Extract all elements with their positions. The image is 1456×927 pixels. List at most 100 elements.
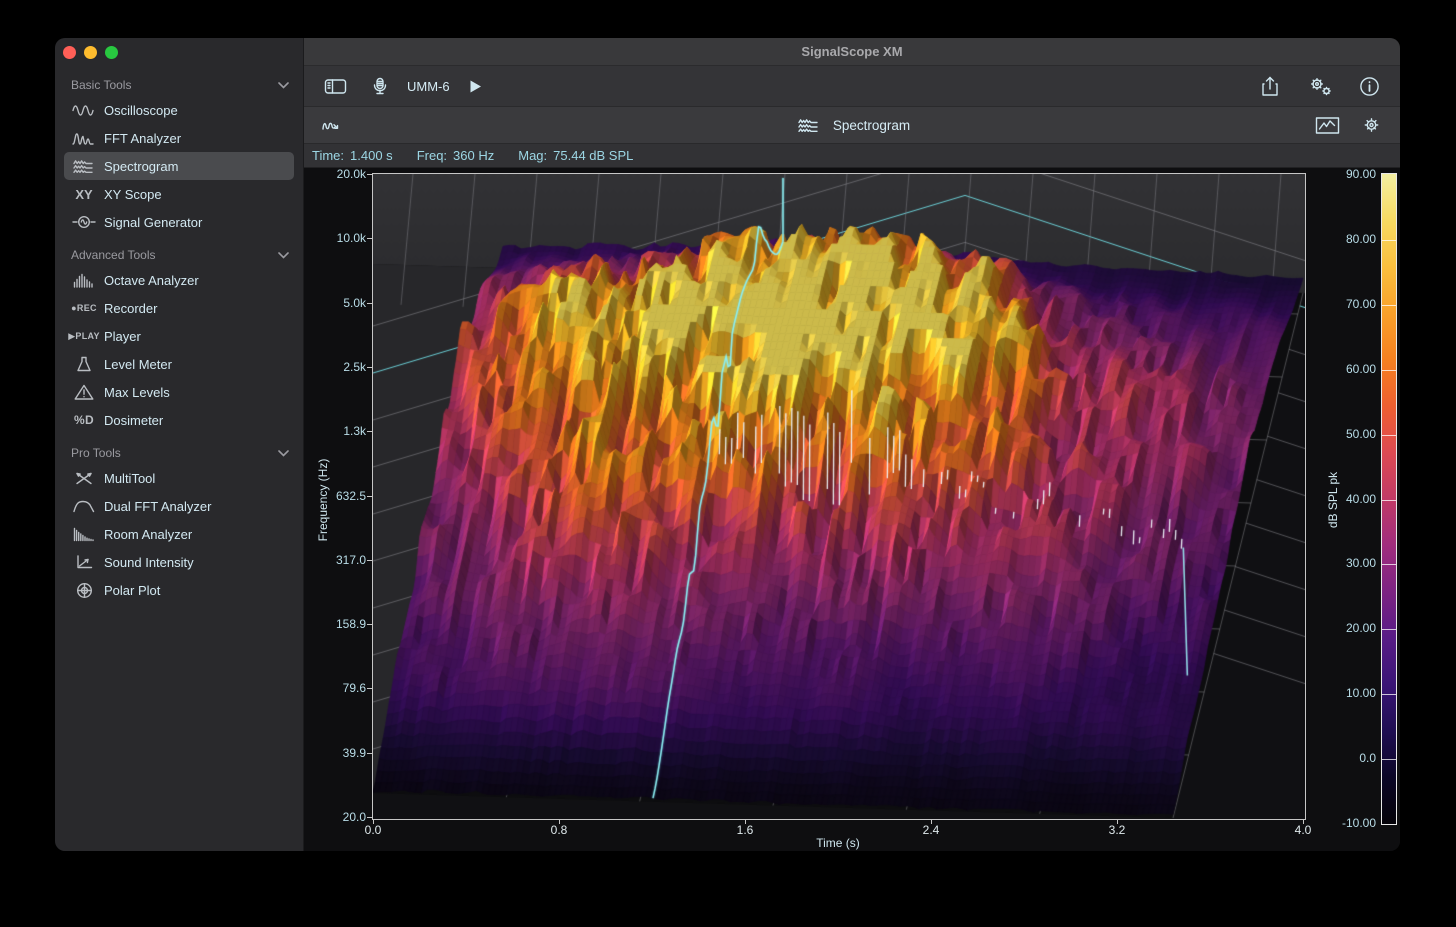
freq-tick-label: 10.0k [304,231,366,245]
colorbar-tick-label: 60.00 [1306,362,1376,376]
freq-tick-label: 2.5k [304,360,366,374]
multitool-icon [64,471,104,486]
sidebar-item-label: XY Scope [104,187,162,202]
colorbar-tick-label: -10.00 [1306,816,1376,830]
sidebar-item-multitool[interactable]: MultiTool [64,464,294,492]
sidebar-item-label: Spectrogram [104,159,178,174]
sidebar-item-label: Signal Generator [104,215,202,230]
octave-analyzer-icon [64,273,104,288]
sidebar-item-label: Recorder [104,301,157,316]
sidebar-section-label: Basic Tools [71,78,131,92]
readout-label: Mag: [518,148,547,163]
colorbar-tick-label: 80.00 [1306,232,1376,246]
info-icon[interactable] [1355,72,1384,101]
time-tick-label: 3.2 [1093,823,1141,837]
sidebar-item-spectrogram[interactable]: Spectrogram [64,152,294,180]
plot-frame [372,173,1306,820]
sidebar-item-label: Player [104,329,141,344]
sidebar-item-sound-intensity[interactable]: Sound Intensity [64,548,294,576]
settings-gears-icon[interactable] [1303,72,1337,101]
sidebar-item-fft-analyzer[interactable]: FFT Analyzer [64,124,294,152]
sidebar-item-dosimeter[interactable]: %DDosimeter [64,406,294,434]
sidebar-section-label: Advanced Tools [71,248,156,262]
sidebar-item-signal-generator[interactable]: Signal Generator [64,208,294,236]
colorbar-tick-label: 40.00 [1306,492,1376,506]
app-window: Basic Tools Oscilloscope FFT Analyzer Spect… [55,38,1400,851]
player-icon: ▶PLAY [64,331,104,342]
sound-intensity-icon [64,554,104,570]
time-tick-label: 1.6 [721,823,769,837]
freq-tick-label: 20.0k [304,167,366,181]
time-axis-title: Time (s) [798,836,878,850]
sidebar-section-header[interactable]: Advanced Tools [55,244,303,266]
gear-icon[interactable] [1357,111,1386,139]
minimize-button[interactable] [84,46,97,59]
readout-label: Freq: [417,148,447,163]
tool-header-bar: Spectrogram [304,107,1400,144]
cursor-readout: Time:1.400 s [312,148,393,163]
recorder-icon: ●REC [64,303,104,313]
colorbar [1381,173,1397,825]
colorbar-tick-label: 70.00 [1306,297,1376,311]
sidebar-item-label: Dual FFT Analyzer [104,499,211,514]
sidebar-section-header[interactable]: Basic Tools [55,74,303,96]
plot-area: 20.0k10.0k5.0k2.5k1.3k632.5317.0158.979.… [304,168,1400,851]
close-button[interactable] [63,46,76,59]
sidebar-item-room-analyzer[interactable]: Room Analyzer [64,520,294,548]
sidebar-item-label: MultiTool [104,471,155,486]
device-label: UMM-6 [407,79,450,94]
share-icon[interactable] [1255,72,1285,101]
sidebar-sections: Basic Tools Oscilloscope FFT Analyzer Spect… [55,66,303,604]
colorbar-tick-label: 90.00 [1306,167,1376,181]
chevron-down-icon [278,446,289,460]
spectrogram-icon [794,114,824,137]
signal-generator-icon [64,214,104,230]
sidebar-item-polar-plot[interactable]: Polar Plot [64,576,294,604]
sidebar-item-max-levels[interactable]: Max Levels [64,378,294,406]
play-icon[interactable] [464,75,487,98]
sidebar-toggle-icon[interactable] [320,73,351,100]
toolbar-left-group [320,73,395,100]
sidebar-item-label: Octave Analyzer [104,273,199,288]
dual-fft-icon [64,499,104,513]
freq-tick-label: 1.3k [304,424,366,438]
microphone-icon[interactable] [365,73,395,100]
level-meter-icon [64,356,104,372]
time-tick-label: 0.8 [535,823,583,837]
cursor-status-bar: Time:1.400 sFreq:360 HzMag:75.44 dB SPL [304,144,1400,168]
freq-tick-label: 632.5 [304,489,366,503]
chevron-down-icon [278,248,289,262]
sidebar-item-oscilloscope[interactable]: Oscilloscope [64,96,294,124]
sidebar-item-level-meter[interactable]: Level Meter [64,350,294,378]
waterfall-spectrogram-canvas[interactable] [373,174,1305,819]
polar-plot-icon [64,582,104,599]
colorbar-tick-label: 20.00 [1306,621,1376,635]
sidebar-item-label: Room Analyzer [104,527,192,542]
time-tick-label: 2.4 [907,823,955,837]
spectrogram-icon [64,159,104,174]
sidebar-item-dual-fft-analyzer[interactable]: Dual FFT Analyzer [64,492,294,520]
sidebar-item-label: Level Meter [104,357,172,372]
sidebar-section-header[interactable]: Pro Tools [55,442,303,464]
colorbar-tick-label: 10.00 [1306,686,1376,700]
window-controls [55,38,303,66]
sidebar-item-recorder[interactable]: ●RECRecorder [64,294,294,322]
content: SignalScope XM UMM-6 Spectrogram Time:1.… [304,38,1400,851]
readout-value: 1.400 s [350,148,393,163]
freq-tick-label: 5.0k [304,296,366,310]
fft-analyzer-icon [64,131,104,146]
signal-flow-icon[interactable] [318,114,348,137]
chevron-down-icon [278,78,289,92]
sidebar-item-label: FFT Analyzer [104,131,181,146]
tool-title-group: Spectrogram [304,114,1400,137]
colorbar-tick-label: 0.0 [1306,751,1376,765]
max-levels-icon [64,384,104,400]
sidebar-item-player[interactable]: ▶PLAYPlayer [64,322,294,350]
sidebar-item-xy-scope[interactable]: XYXY Scope [64,180,294,208]
sidebar-section-label: Pro Tools [71,446,121,460]
cursor-readout: Mag:75.44 dB SPL [518,148,633,163]
sidebar-item-octave-analyzer[interactable]: Octave Analyzer [64,266,294,294]
zoom-button[interactable] [105,46,118,59]
freq-tick-label: 20.0 [304,810,366,824]
chart-box-icon[interactable] [1311,111,1344,139]
